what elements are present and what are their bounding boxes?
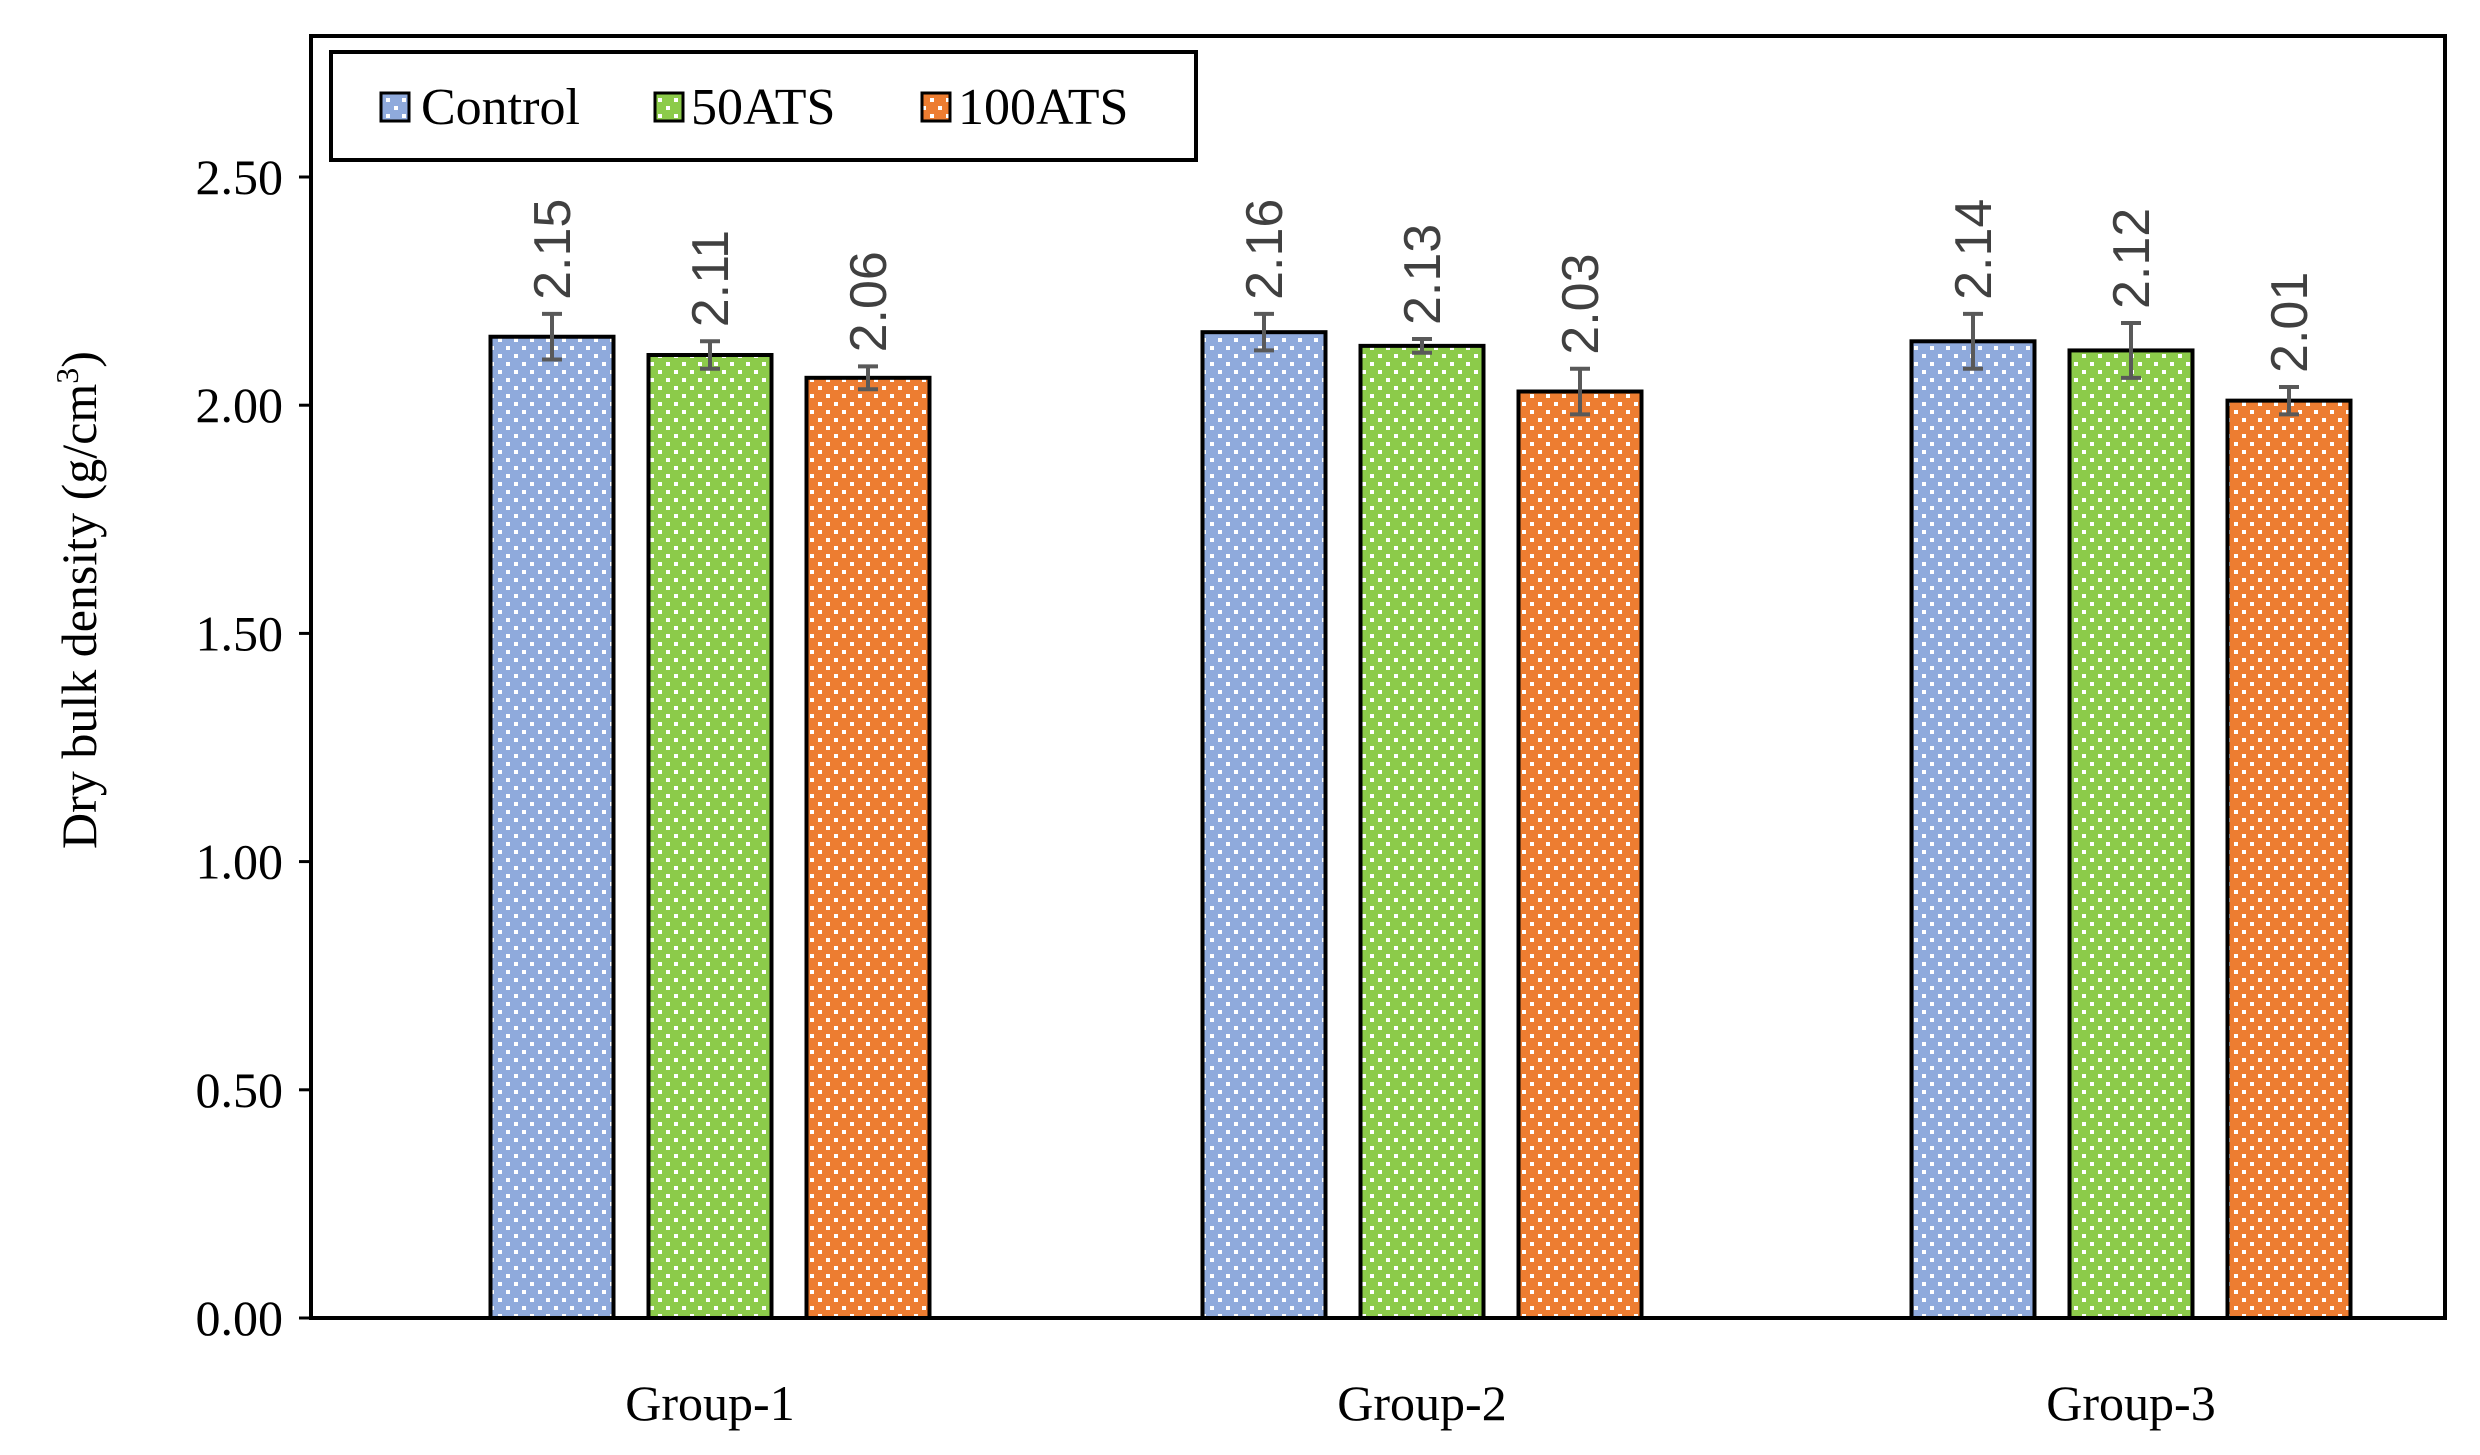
plot-frame — [309, 34, 2447, 1320]
error-bar — [1254, 311, 1274, 353]
error-bars-group — [542, 311, 2299, 417]
legend-swatch-control — [379, 91, 411, 123]
bar-50ats-group-2 — [1358, 343, 1486, 1321]
bar-50ats-group-1 — [646, 352, 774, 1321]
x-tick-label-group-3: Group-3 — [2046, 1375, 2215, 1431]
y-tick-label: 2.00 — [196, 377, 284, 433]
x-tick-label-group-1: Group-1 — [625, 1375, 794, 1431]
bar-50ats-group-3 — [2067, 348, 2195, 1320]
data-label: 2.13 — [1394, 224, 1452, 325]
error-bar — [1412, 337, 1432, 355]
data-label: 2.06 — [840, 251, 898, 352]
error-bar — [542, 311, 562, 362]
bar-control-group-1 — [488, 334, 616, 1320]
y-axis-title-superscript: 3 — [49, 368, 85, 384]
error-bar — [2121, 321, 2141, 380]
legend-swatch-50ats — [653, 91, 685, 123]
data-label: 2.03 — [1552, 253, 1610, 354]
error-bar — [858, 364, 878, 392]
x-tick-label-group-2: Group-2 — [1337, 1375, 1506, 1431]
y-tick-label: 1.50 — [196, 605, 284, 661]
bar-100ats-group-2 — [1516, 389, 1644, 1320]
legend: Control 50ATS 100ATS — [329, 50, 1198, 162]
y-axis-title-close: ) — [51, 351, 107, 368]
data-label: 2.16 — [1236, 199, 1294, 300]
y-tick-label: 1.00 — [196, 834, 284, 890]
y-tick-label: 2.50 — [196, 149, 284, 205]
bar-control-group-2 — [1200, 330, 1328, 1320]
y-axis-ticks: 0.00 0.50 1.00 1.50 2.00 2.50 — [196, 149, 311, 1346]
bar-100ats-group-1 — [804, 375, 932, 1321]
legend-label-100ats: 100ATS — [958, 79, 1128, 136]
data-labels-group: 2.15 2.11 2.06 2.16 2.13 2.03 2.14 2.12 2.01 — [524, 199, 2319, 373]
bar-control-group-3 — [1909, 339, 2037, 1320]
legend-swatch-100ats — [920, 91, 952, 123]
legend-label-50ats: 50ATS — [691, 79, 835, 136]
error-bar — [2279, 384, 2299, 417]
error-bar — [1963, 311, 1983, 371]
data-label: 2.15 — [524, 199, 582, 300]
data-label: 2.01 — [2261, 272, 2319, 373]
legend-label-control: Control — [421, 79, 580, 136]
data-label: 2.12 — [2103, 208, 2161, 309]
bars-group — [488, 330, 2353, 1321]
y-tick-label: 0.50 — [196, 1062, 284, 1118]
bar-100ats-group-3 — [2225, 398, 2353, 1320]
legend-frame — [329, 50, 1198, 162]
data-label: 2.14 — [1945, 199, 2003, 300]
error-bar — [1570, 366, 1590, 417]
x-axis-labels: Group-1 Group-2 Group-3 — [625, 1375, 2215, 1431]
data-label: 2.11 — [682, 230, 740, 327]
y-axis-title: Dry bulk density (g/cm3) — [49, 351, 107, 849]
error-bar — [700, 339, 720, 371]
y-tick-label: 0.00 — [196, 1290, 284, 1346]
